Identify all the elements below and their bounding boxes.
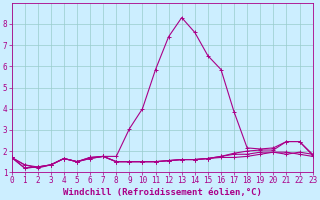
X-axis label: Windchill (Refroidissement éolien,°C): Windchill (Refroidissement éolien,°C) [63, 188, 261, 197]
